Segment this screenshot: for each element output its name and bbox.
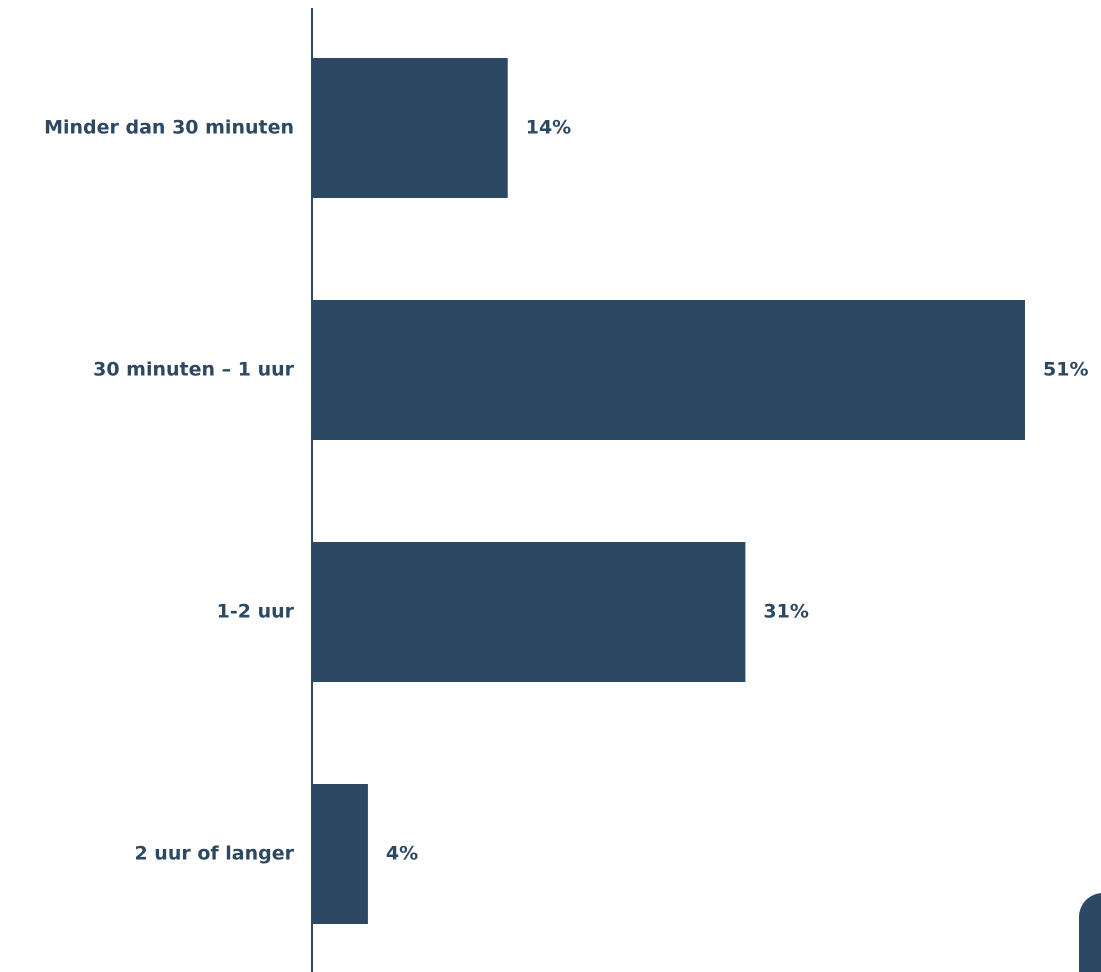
category-labels-group: Minder dan 30 minuten 30 minuten – 1 uur 1… xyxy=(44,117,295,865)
corner-decoration xyxy=(1079,893,1101,972)
value-label-30-minuten-1-uur: 51% xyxy=(1043,359,1088,381)
bar-1-2-uur xyxy=(312,542,746,682)
value-label-2-uur-of-langer: 4% xyxy=(386,843,418,865)
bar-30-minuten-1-uur xyxy=(312,300,1025,440)
bar-minder-dan-30-minuten xyxy=(312,58,508,198)
bars-group xyxy=(312,58,1025,924)
value-labels-group: 14% 51% 31% 4% xyxy=(386,117,1089,865)
bar-2-uur-of-langer xyxy=(312,784,368,924)
value-label-1-2-uur: 31% xyxy=(763,601,808,623)
value-label-minder-dan-30-minuten: 14% xyxy=(526,117,571,139)
category-label-1-2-uur: 1-2 uur xyxy=(217,601,295,623)
category-label-minder-dan-30-minuten: Minder dan 30 minuten xyxy=(44,117,294,139)
category-label-30-minuten-1-uur: 30 minuten – 1 uur xyxy=(93,359,295,381)
category-label-2-uur-of-langer: 2 uur of langer xyxy=(134,843,294,865)
